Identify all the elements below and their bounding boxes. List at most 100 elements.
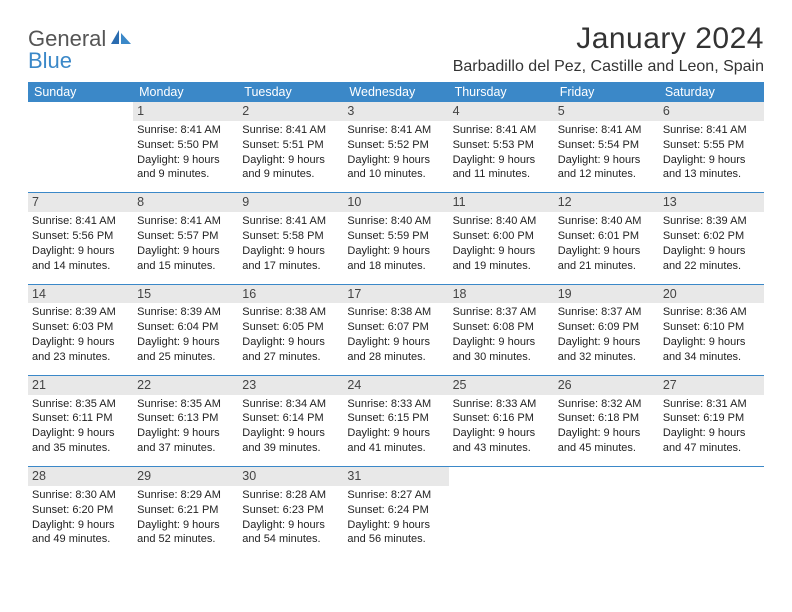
weekday-header: Saturday [659, 82, 764, 102]
sunset-text: Sunset: 5:55 PM [663, 138, 760, 153]
sunset-text: Sunset: 5:53 PM [453, 138, 550, 153]
calendar-day-cell: 21Sunrise: 8:35 AMSunset: 6:11 PMDayligh… [28, 375, 133, 466]
sunrise-text: Sunrise: 8:38 AM [347, 305, 444, 320]
daylight-text: Daylight: 9 hours and 41 minutes. [347, 426, 444, 456]
day-number: 14 [28, 285, 133, 304]
day-number: 4 [449, 102, 554, 121]
day-number: 1 [133, 102, 238, 121]
daylight-text: Daylight: 9 hours and 28 minutes. [347, 335, 444, 365]
daylight-text: Daylight: 9 hours and 37 minutes. [137, 426, 234, 456]
day-number: 30 [238, 467, 343, 486]
sunset-text: Sunset: 6:18 PM [558, 411, 655, 426]
day-number: 12 [554, 193, 659, 212]
day-number: 26 [554, 376, 659, 395]
sunset-text: Sunset: 6:01 PM [558, 229, 655, 244]
daylight-text: Daylight: 9 hours and 45 minutes. [558, 426, 655, 456]
sunset-text: Sunset: 5:50 PM [137, 138, 234, 153]
day-number: 8 [133, 193, 238, 212]
weekday-header: Monday [133, 82, 238, 102]
daylight-text: Daylight: 9 hours and 47 minutes. [663, 426, 760, 456]
day-number: 27 [659, 376, 764, 395]
sunrise-text: Sunrise: 8:34 AM [242, 397, 339, 412]
daylight-text: Daylight: 9 hours and 32 minutes. [558, 335, 655, 365]
calendar-day-cell: 2Sunrise: 8:41 AMSunset: 5:51 PMDaylight… [238, 102, 343, 193]
calendar-day-cell: 15Sunrise: 8:39 AMSunset: 6:04 PMDayligh… [133, 284, 238, 375]
daylight-text: Daylight: 9 hours and 18 minutes. [347, 244, 444, 274]
sunrise-text: Sunrise: 8:40 AM [558, 214, 655, 229]
daylight-text: Daylight: 9 hours and 34 minutes. [663, 335, 760, 365]
sunset-text: Sunset: 6:20 PM [32, 503, 129, 518]
day-number: 7 [28, 193, 133, 212]
day-number: 19 [554, 285, 659, 304]
sunset-text: Sunset: 6:11 PM [32, 411, 129, 426]
sunrise-text: Sunrise: 8:38 AM [242, 305, 339, 320]
weekday-header: Sunday [28, 82, 133, 102]
day-number: 6 [659, 102, 764, 121]
day-number: 16 [238, 285, 343, 304]
sunrise-text: Sunrise: 8:37 AM [558, 305, 655, 320]
day-number: 9 [238, 193, 343, 212]
sunset-text: Sunset: 6:08 PM [453, 320, 550, 335]
calendar-day-cell [554, 467, 659, 558]
daylight-text: Daylight: 9 hours and 12 minutes. [558, 153, 655, 183]
sunrise-text: Sunrise: 8:41 AM [242, 214, 339, 229]
sunrise-text: Sunrise: 8:41 AM [137, 214, 234, 229]
sunrise-text: Sunrise: 8:41 AM [32, 214, 129, 229]
day-number: 10 [343, 193, 448, 212]
sunset-text: Sunset: 6:07 PM [347, 320, 444, 335]
calendar-day-cell: 30Sunrise: 8:28 AMSunset: 6:23 PMDayligh… [238, 467, 343, 558]
sunrise-text: Sunrise: 8:39 AM [32, 305, 129, 320]
daylight-text: Daylight: 9 hours and 52 minutes. [137, 518, 234, 548]
calendar-day-cell: 7Sunrise: 8:41 AMSunset: 5:56 PMDaylight… [28, 193, 133, 284]
daylight-text: Daylight: 9 hours and 54 minutes. [242, 518, 339, 548]
calendar-day-cell [28, 102, 133, 193]
daylight-text: Daylight: 9 hours and 30 minutes. [453, 335, 550, 365]
header: General Blue January 2024 Barbadillo del… [28, 22, 764, 76]
sunrise-text: Sunrise: 8:28 AM [242, 488, 339, 503]
calendar-day-cell: 6Sunrise: 8:41 AMSunset: 5:55 PMDaylight… [659, 102, 764, 193]
calendar-day-cell [449, 467, 554, 558]
calendar-day-cell: 26Sunrise: 8:32 AMSunset: 6:18 PMDayligh… [554, 375, 659, 466]
calendar-table: Sunday Monday Tuesday Wednesday Thursday… [28, 82, 764, 557]
calendar-day-cell: 12 Sunrise: 8:40 AMSunset: 6:01 PMDayligh… [554, 193, 659, 284]
sunrise-text: Sunrise: 8:40 AM [453, 214, 550, 229]
sunset-text: Sunset: 6:16 PM [453, 411, 550, 426]
calendar-day-cell: 9Sunrise: 8:41 AMSunset: 5:58 PMDaylight… [238, 193, 343, 284]
calendar-day-cell: 19Sunrise: 8:37 AMSunset: 6:09 PMDayligh… [554, 284, 659, 375]
calendar-day-cell: 25Sunrise: 8:33 AMSunset: 6:16 PMDayligh… [449, 375, 554, 466]
daylight-text: Daylight: 9 hours and 35 minutes. [32, 426, 129, 456]
title-block: January 2024 Barbadillo del Pez, Castill… [453, 22, 764, 76]
calendar-day-cell: 4Sunrise: 8:41 AMSunset: 5:53 PMDaylight… [449, 102, 554, 193]
day-number: 20 [659, 285, 764, 304]
sunset-text: Sunset: 6:05 PM [242, 320, 339, 335]
sunrise-text: Sunrise: 8:30 AM [32, 488, 129, 503]
daylight-text: Daylight: 9 hours and 49 minutes. [32, 518, 129, 548]
calendar-week-row: 1Sunrise: 8:41 AMSunset: 5:50 PMDaylight… [28, 102, 764, 193]
sunset-text: Sunset: 6:02 PM [663, 229, 760, 244]
sunset-text: Sunset: 6:13 PM [137, 411, 234, 426]
sunset-text: Sunset: 6:21 PM [137, 503, 234, 518]
calendar-day-cell: 23Sunrise: 8:34 AMSunset: 6:14 PMDayligh… [238, 375, 343, 466]
weekday-header-row: Sunday Monday Tuesday Wednesday Thursday… [28, 82, 764, 102]
daylight-text: Daylight: 9 hours and 10 minutes. [347, 153, 444, 183]
daylight-text: Daylight: 9 hours and 15 minutes. [137, 244, 234, 274]
sunrise-text: Sunrise: 8:35 AM [137, 397, 234, 412]
weekday-header: Thursday [449, 82, 554, 102]
calendar-day-cell: 24Sunrise: 8:33 AMSunset: 6:15 PMDayligh… [343, 375, 448, 466]
day-number: 29 [133, 467, 238, 486]
sunrise-text: Sunrise: 8:41 AM [137, 123, 234, 138]
day-number: 22 [133, 376, 238, 395]
logo: General Blue [28, 28, 133, 72]
calendar-day-cell: 1Sunrise: 8:41 AMSunset: 5:50 PMDaylight… [133, 102, 238, 193]
daylight-text: Daylight: 9 hours and 21 minutes. [558, 244, 655, 274]
sunrise-text: Sunrise: 8:35 AM [32, 397, 129, 412]
weekday-header: Friday [554, 82, 659, 102]
calendar-day-cell: 27Sunrise: 8:31 AMSunset: 6:19 PMDayligh… [659, 375, 764, 466]
calendar-day-cell: 22 Sunrise: 8:35 AMSunset: 6:13 PMDayligh… [133, 375, 238, 466]
daylight-text: Daylight: 9 hours and 17 minutes. [242, 244, 339, 274]
calendar-day-cell: 11Sunrise: 8:40 AMSunset: 6:00 PMDayligh… [449, 193, 554, 284]
sunrise-text: Sunrise: 8:41 AM [663, 123, 760, 138]
daylight-text: Daylight: 9 hours and 22 minutes. [663, 244, 760, 274]
daylight-text: Daylight: 9 hours and 11 minutes. [453, 153, 550, 183]
day-number: 25 [449, 376, 554, 395]
